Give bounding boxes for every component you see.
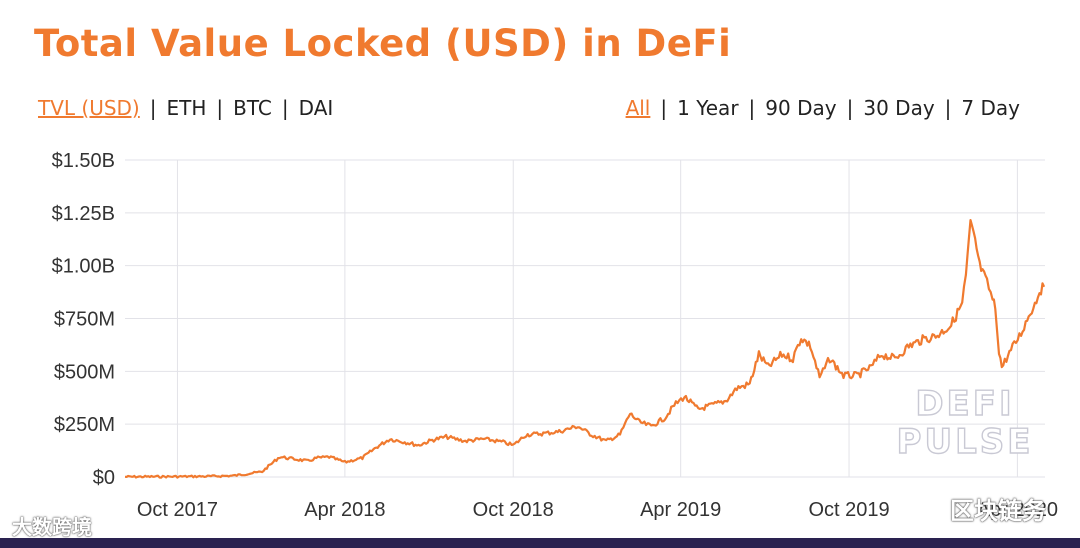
tab-dai[interactable]: DAI (298, 96, 334, 120)
x-axis-ticks: Oct 2017 Apr 2018 Oct 2018 Apr 2019 Oct 2019… (137, 499, 1058, 521)
range-all[interactable]: All (625, 96, 651, 120)
range-1-year[interactable]: 1 Year (677, 96, 739, 120)
tab-separator: | (281, 96, 289, 120)
range-separator: | (748, 96, 756, 120)
range-separator: | (660, 96, 668, 120)
bottom-bar (0, 538, 1080, 548)
y-tick-label: $1.25B (52, 203, 115, 225)
chart-grid (125, 159, 1045, 478)
metric-tabs: TVL (USD) | ETH | BTC | DAI (38, 96, 333, 120)
tab-separator: | (216, 96, 224, 120)
watermark-line-2: PULSE (897, 422, 1034, 462)
tab-btc[interactable]: BTC (233, 96, 272, 120)
tab-separator: | (149, 96, 157, 120)
watermark-line-1: DEFI (915, 384, 1014, 424)
tvl-line-chart: $0 $250M $500M $750M $1.00B $1.25B $1.50B Oct … (52, 150, 1058, 521)
tab-eth[interactable]: ETH (166, 96, 207, 120)
watermark-bottom-right: 区块链务 (950, 497, 1046, 525)
y-tick-label: $250M (54, 414, 115, 436)
range-7-day[interactable]: 7 Day (961, 96, 1020, 120)
y-tick-label: $500M (54, 361, 115, 383)
range-separator: | (846, 96, 854, 120)
range-tabs: All | 1 Year | 90 Day | 30 Day | 7 Day (626, 96, 1020, 120)
y-tick-label: $1.50B (52, 150, 115, 172)
range-30-day[interactable]: 30 Day (863, 96, 935, 120)
x-tick-label: Oct 2018 (473, 499, 554, 521)
series-layer (124, 219, 1046, 479)
y-tick-label: $750M (54, 309, 115, 331)
defipulse-watermark: DEFI PULSE (896, 383, 1034, 462)
y-tick-label: $1.00B (52, 256, 115, 278)
x-tick-label: Apr 2018 (304, 499, 385, 521)
range-separator: | (944, 96, 952, 120)
page-title: Total Value Locked (USD) in DeFi (34, 22, 732, 65)
range-90-day[interactable]: 90 Day (765, 96, 837, 120)
x-tick-label: Oct 2019 (808, 499, 889, 521)
watermark-bottom-left: 大数跨境 (12, 515, 92, 539)
x-tick-label: Apr 2019 (640, 499, 721, 521)
y-axis-ticks: $0 $250M $500M $750M $1.00B $1.25B $1.50B (52, 150, 115, 489)
x-tick-label: Apr 2020 (977, 499, 1058, 521)
tvl-series-line (124, 219, 1046, 479)
tab-tvl-usd[interactable]: TVL (USD) (38, 96, 140, 120)
x-tick-label: Oct 2017 (137, 499, 218, 521)
y-tick-label: $0 (93, 467, 115, 489)
